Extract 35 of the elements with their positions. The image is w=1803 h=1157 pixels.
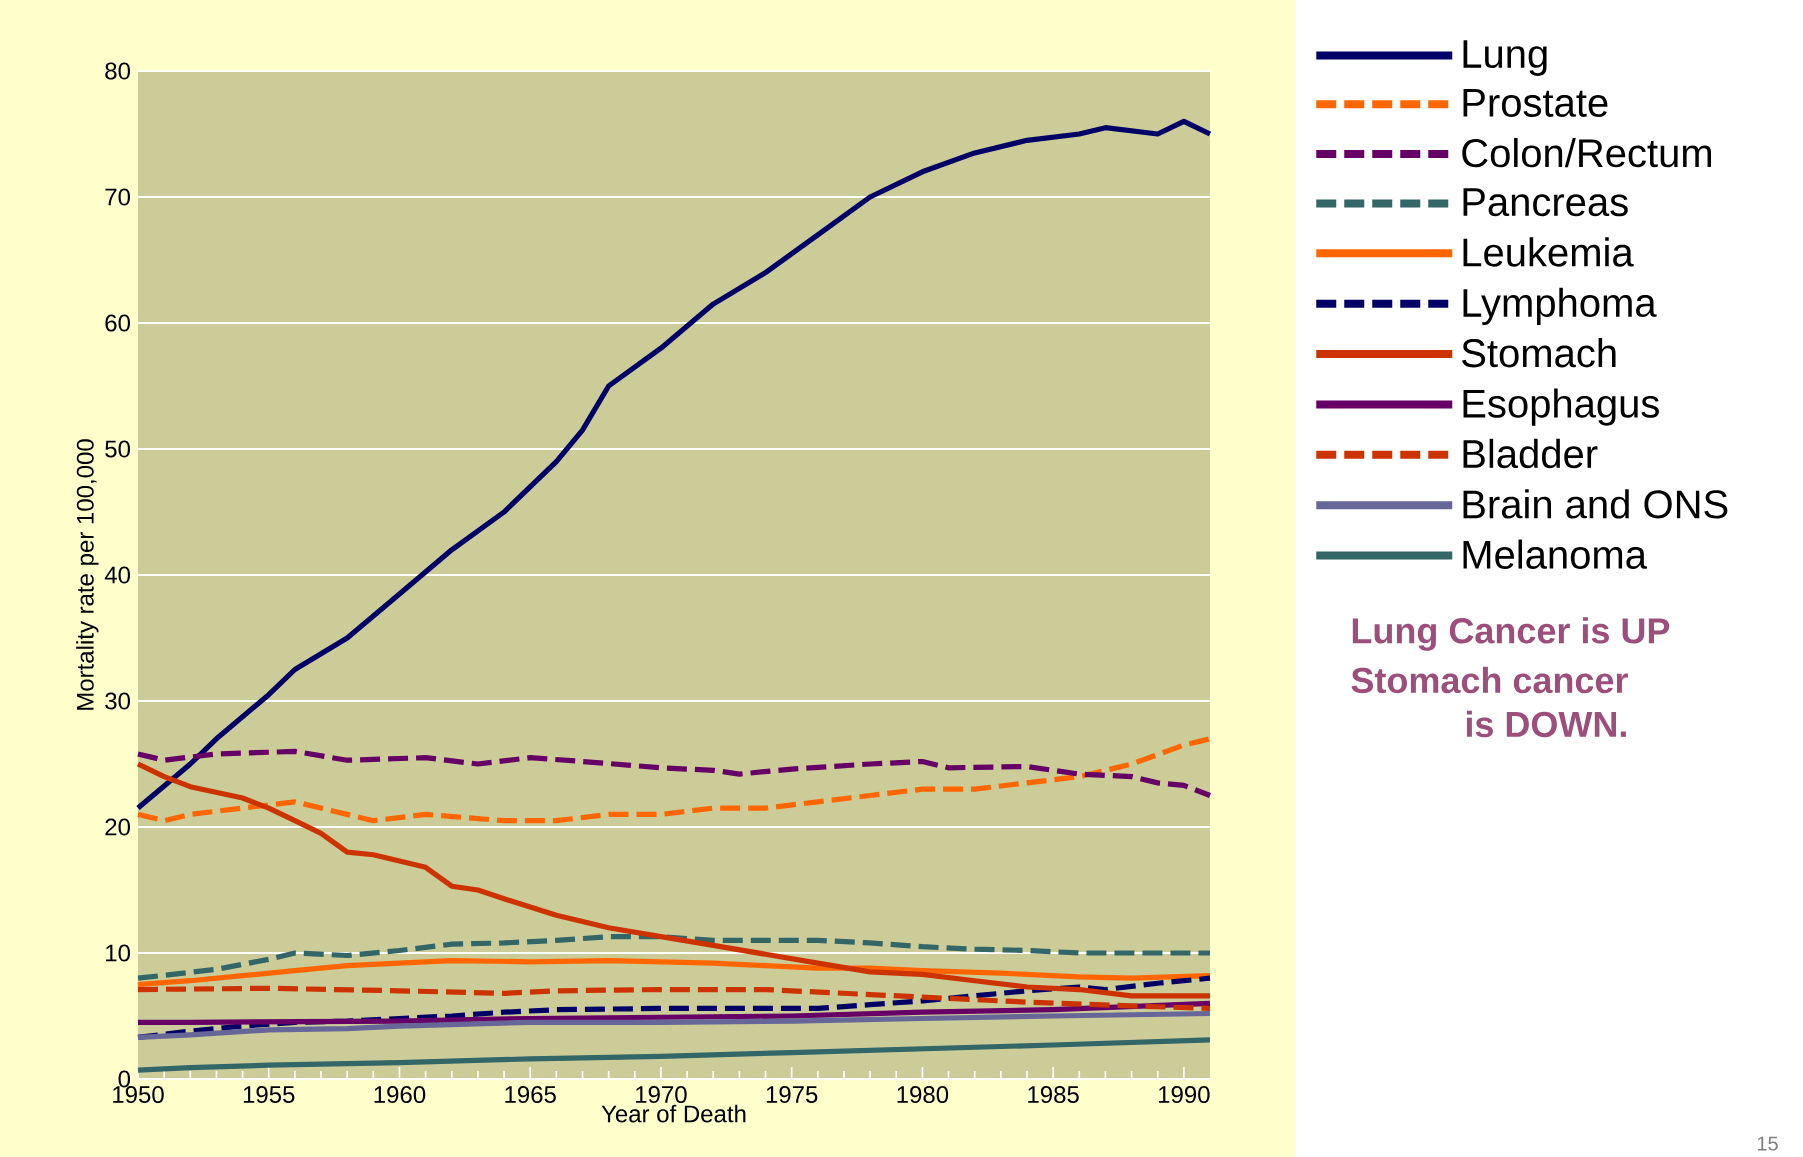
legend-label: Colon/Rectum	[1462, 137, 1712, 168]
y-tick-label: 0	[118, 1070, 131, 1088]
legend-label: Melanoma	[1463, 539, 1647, 569]
y-axis-title: Mortality rate per 100,000	[76, 439, 99, 710]
legend-label: Lymphoma	[1463, 287, 1657, 325]
x-tick-label: 1990	[1158, 1086, 1210, 1104]
x-tick-label: 1950	[113, 1086, 164, 1104]
x-tick-label: 1985	[1028, 1086, 1079, 1104]
x-tick-label: 1965	[505, 1086, 556, 1104]
legend-label: Lung	[1463, 40, 1547, 76]
legend-label: Prostate	[1463, 89, 1608, 117]
legend-label: Bladder	[1463, 438, 1598, 469]
legend-label: Leukemia	[1463, 237, 1634, 267]
legend-label: Esophagus	[1463, 388, 1659, 426]
text: Stomach cancer	[1351, 666, 1628, 694]
y-tick-label: 80	[105, 62, 131, 80]
x-tick-label: 1975	[766, 1086, 818, 1104]
y-tick-label: 40	[104, 566, 131, 584]
x-tick-label: 1980	[897, 1086, 949, 1104]
legend-label: Pancreas	[1463, 188, 1628, 217]
x-tick-label: 1960	[374, 1086, 426, 1104]
text: 15	[1757, 1136, 1778, 1151]
y-tick-label: 60	[105, 314, 131, 332]
y-tick-label: 50	[105, 440, 131, 458]
text: Lung Cancer is UP	[1352, 617, 1670, 651]
y-tick-label: 30	[105, 692, 131, 710]
legend-label: Stomach	[1462, 338, 1616, 368]
y-tick-label: 70	[105, 188, 131, 206]
x-axis-title: Year of Death	[601, 1104, 746, 1123]
x-tick-label: 1955	[243, 1086, 295, 1104]
legend-label: Brain and ONS	[1463, 489, 1728, 519]
y-tick-label: 20	[105, 818, 131, 836]
text: is DOWN.	[1466, 710, 1626, 738]
y-tick-label: 10	[106, 944, 131, 962]
x-tick-label: 1970	[636, 1086, 687, 1104]
